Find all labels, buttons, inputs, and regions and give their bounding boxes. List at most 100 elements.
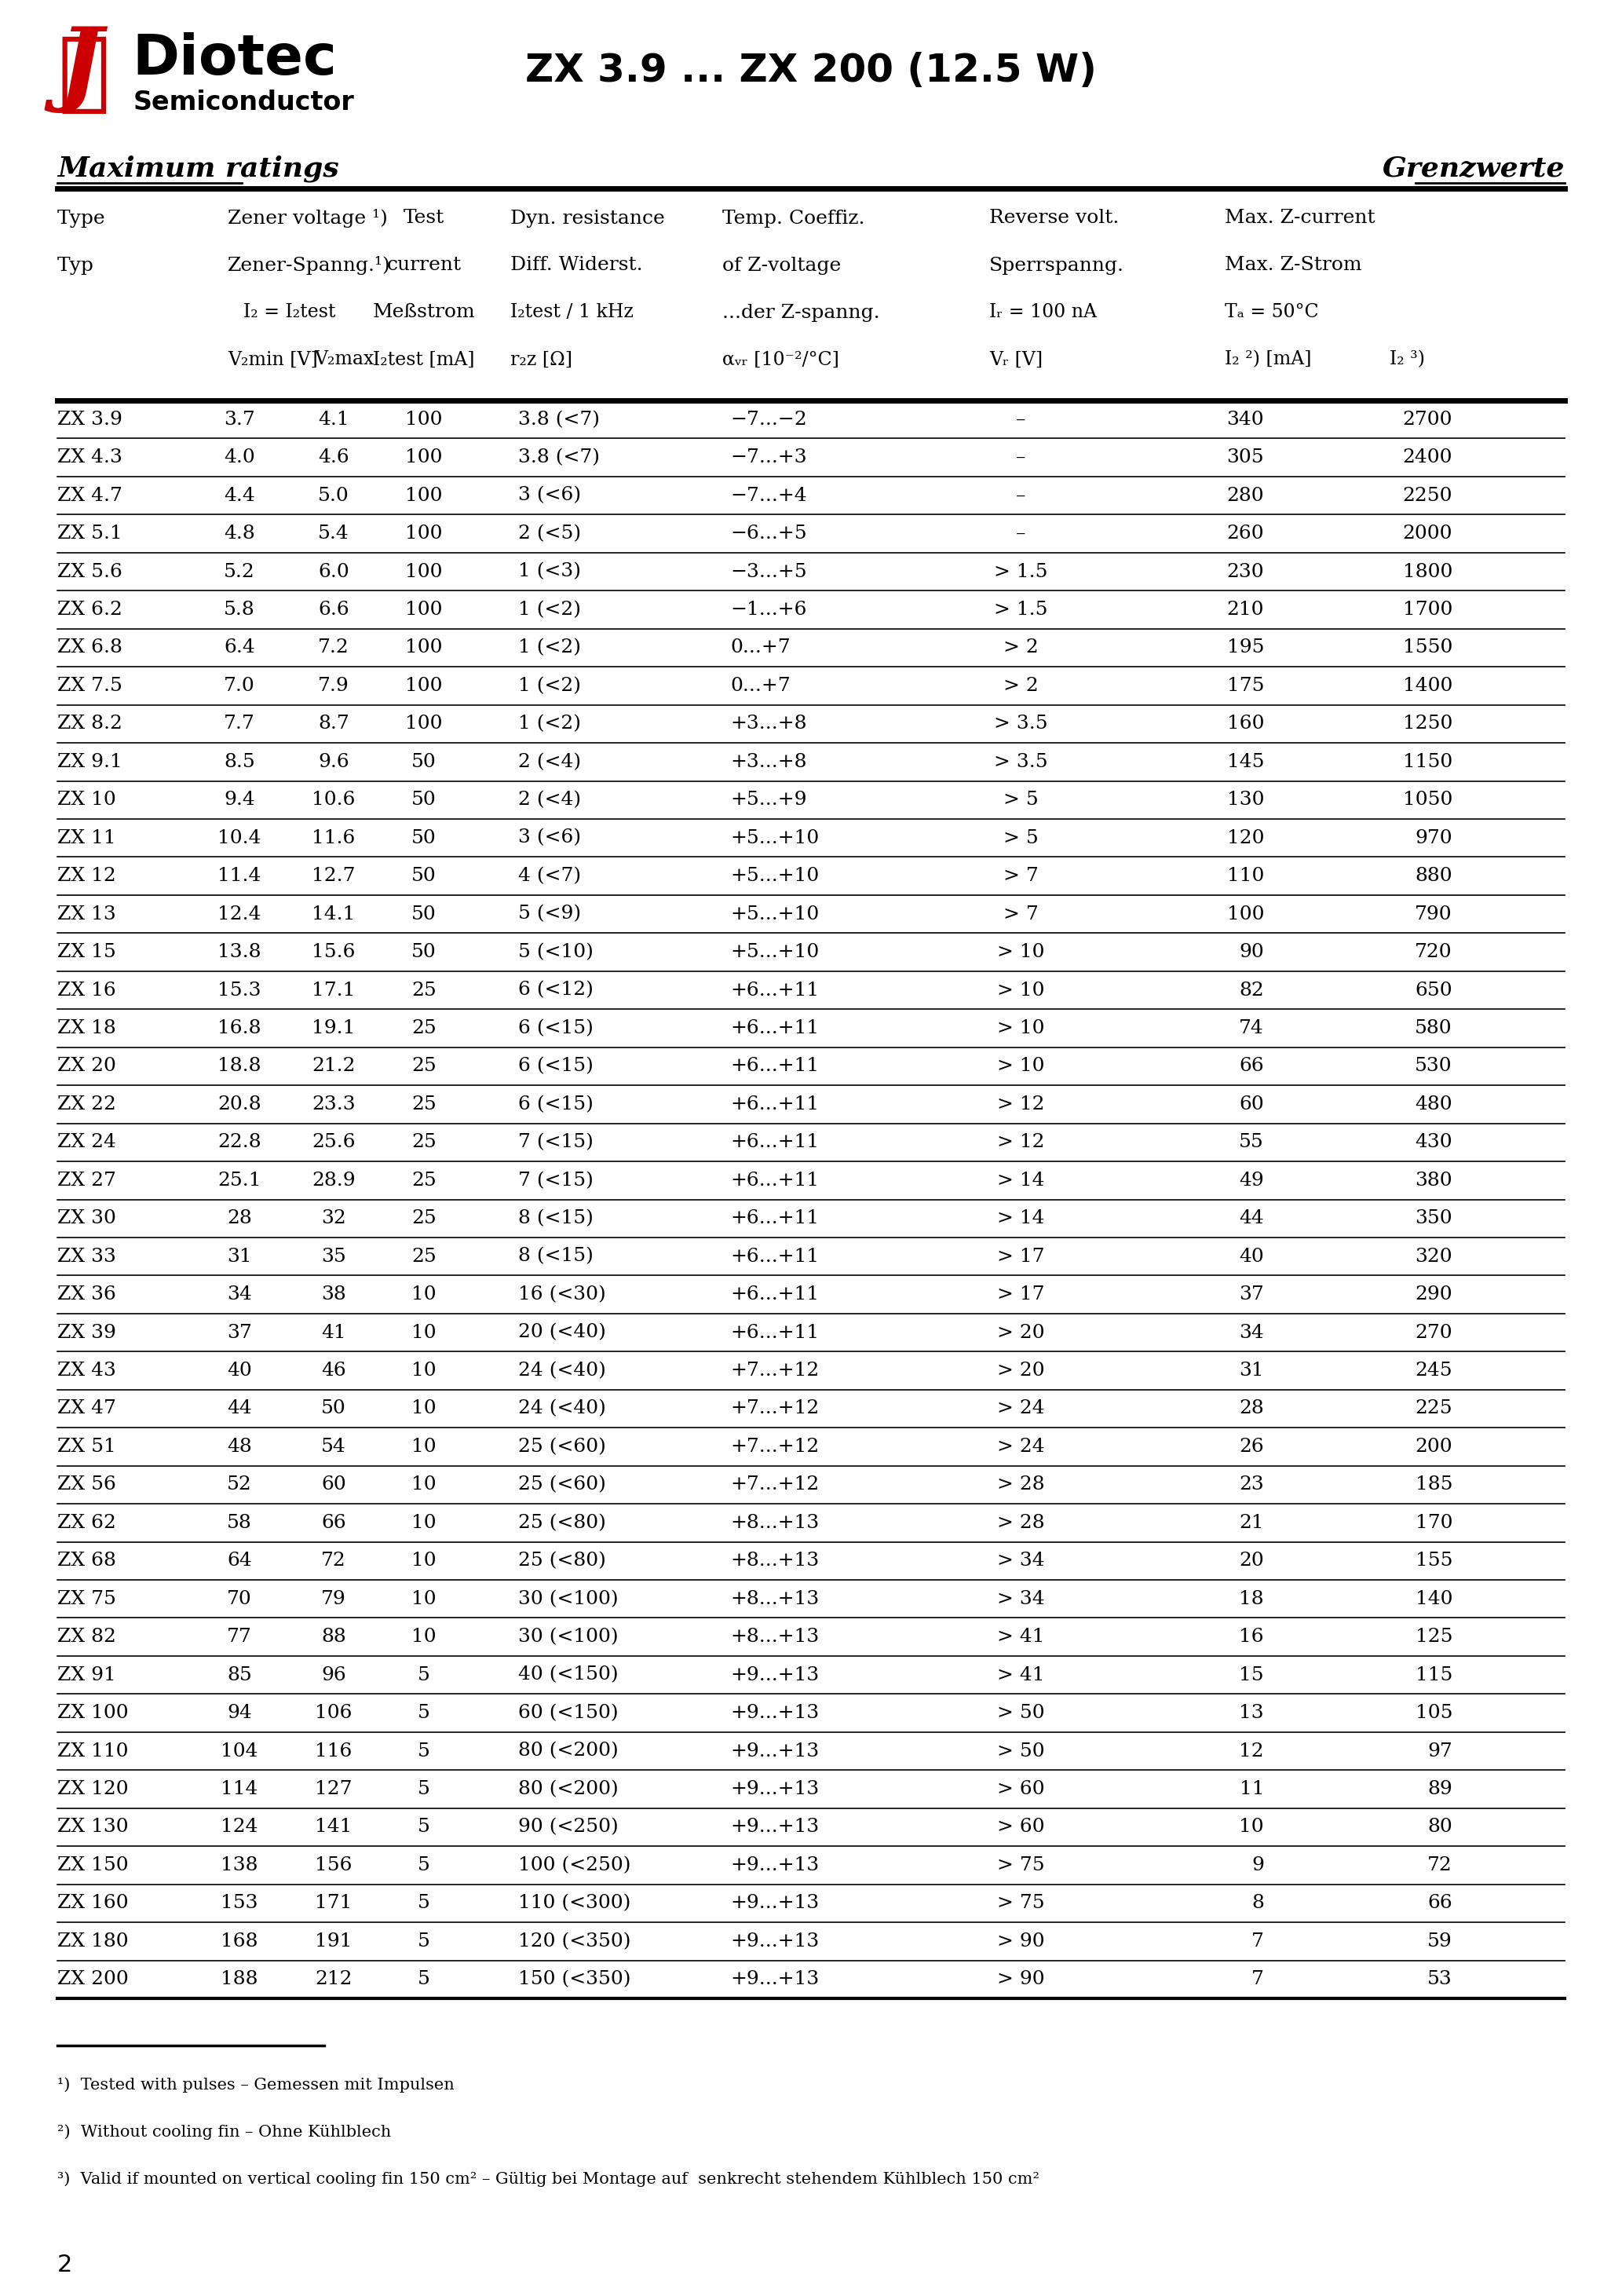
Text: 114: 114 [221, 1779, 258, 1798]
Text: 10: 10 [412, 1552, 436, 1570]
Text: 720: 720 [1414, 944, 1452, 962]
Text: +8...+13: +8...+13 [730, 1552, 819, 1570]
Text: Iᵣ = 100 nA: Iᵣ = 100 nA [989, 303, 1096, 321]
Text: 350: 350 [1414, 1210, 1452, 1228]
Text: 15.3: 15.3 [217, 980, 261, 999]
Text: 46: 46 [321, 1362, 345, 1380]
Text: +6...+11: +6...+11 [730, 1322, 819, 1341]
Text: 50: 50 [412, 868, 436, 884]
Text: Semiconductor: Semiconductor [133, 90, 355, 115]
Text: ZX 30: ZX 30 [57, 1210, 117, 1228]
Text: 3.8 (<7): 3.8 (<7) [517, 411, 600, 429]
Text: 16: 16 [1239, 1628, 1264, 1646]
Text: ZX 5.1: ZX 5.1 [57, 523, 122, 542]
Text: 5: 5 [418, 1704, 430, 1722]
Text: Meßstrom: Meßstrom [373, 303, 475, 321]
Text: 100: 100 [406, 523, 443, 542]
Text: ZX 43: ZX 43 [57, 1362, 117, 1380]
Text: ZX 160: ZX 160 [57, 1894, 128, 1913]
Text: 5: 5 [418, 1855, 430, 1874]
Text: +9...+13: +9...+13 [730, 1933, 819, 1949]
Text: Maximum ratings: Maximum ratings [57, 156, 339, 181]
Text: 14.1: 14.1 [311, 905, 355, 923]
Text: 24 (<40): 24 (<40) [517, 1362, 607, 1380]
Text: 7 (<15): 7 (<15) [517, 1134, 594, 1150]
Text: 175: 175 [1226, 677, 1264, 696]
Text: 1400: 1400 [1403, 677, 1452, 696]
Text: 21: 21 [1239, 1513, 1264, 1531]
Text: 3 (<6): 3 (<6) [517, 829, 581, 847]
Text: 44: 44 [227, 1401, 251, 1417]
Text: 70: 70 [227, 1589, 251, 1607]
Text: 245: 245 [1414, 1362, 1452, 1380]
Text: 10: 10 [412, 1362, 436, 1380]
Text: +9...+13: +9...+13 [730, 1818, 819, 1837]
Text: ZX 4.7: ZX 4.7 [57, 487, 122, 505]
Text: 23: 23 [1239, 1476, 1264, 1495]
Text: 2: 2 [57, 2255, 73, 2275]
Text: 25: 25 [412, 1210, 436, 1228]
Text: 25: 25 [412, 1095, 436, 1114]
Text: ZX 130: ZX 130 [57, 1818, 128, 1837]
Text: 10.6: 10.6 [311, 790, 355, 808]
Text: 7.0: 7.0 [224, 677, 255, 696]
Text: 290: 290 [1414, 1286, 1452, 1304]
Text: 100: 100 [406, 411, 443, 429]
Text: 141: 141 [315, 1818, 352, 1837]
Text: 25: 25 [412, 1056, 436, 1075]
Text: > 34: > 34 [998, 1589, 1045, 1607]
Text: +6...+11: +6...+11 [730, 980, 819, 999]
Text: I₂ ³): I₂ ³) [1390, 351, 1426, 370]
Text: Max. Z-Strom: Max. Z-Strom [1225, 257, 1362, 276]
Text: 74: 74 [1239, 1019, 1264, 1038]
Text: 50: 50 [412, 905, 436, 923]
Text: 80 (<200): 80 (<200) [517, 1779, 618, 1798]
Text: 188: 188 [221, 1970, 258, 1988]
Text: 1700: 1700 [1403, 602, 1452, 618]
Text: 15: 15 [1239, 1667, 1264, 1683]
Text: > 7: > 7 [1002, 868, 1038, 884]
Text: ZX 7.5: ZX 7.5 [57, 677, 122, 696]
Text: ¹)  Tested with pulses – Gemessen mit Impulsen: ¹) Tested with pulses – Gemessen mit Imp… [57, 2078, 454, 2092]
Text: +8...+13: +8...+13 [730, 1513, 819, 1531]
Text: 5 (<9): 5 (<9) [517, 905, 581, 923]
Text: 90: 90 [1239, 944, 1264, 962]
Text: 6.4: 6.4 [224, 638, 255, 657]
Text: Temp. Coeffiz.: Temp. Coeffiz. [722, 209, 865, 227]
Text: +6...+11: +6...+11 [730, 1247, 819, 1265]
Text: Test: Test [404, 209, 444, 227]
Text: Dyn. resistance: Dyn. resistance [511, 209, 665, 227]
Text: V₂min [V]: V₂min [V] [227, 351, 318, 370]
Text: 880: 880 [1414, 868, 1452, 884]
Text: 230: 230 [1226, 563, 1264, 581]
Text: 40: 40 [227, 1362, 251, 1380]
Text: 115: 115 [1416, 1667, 1452, 1683]
Text: ZX 8.2: ZX 8.2 [57, 714, 122, 732]
Text: 88: 88 [321, 1628, 345, 1646]
Text: current: current [386, 257, 461, 276]
Text: 225: 225 [1414, 1401, 1452, 1417]
Text: 153: 153 [221, 1894, 258, 1913]
Text: V₂max: V₂max [315, 351, 375, 370]
Text: 4.4: 4.4 [224, 487, 255, 505]
Text: > 50: > 50 [998, 1704, 1045, 1722]
Text: 77: 77 [227, 1628, 251, 1646]
Text: 8.7: 8.7 [318, 714, 349, 732]
Text: 66: 66 [1239, 1056, 1264, 1075]
Text: > 41: > 41 [998, 1628, 1045, 1646]
Text: 4.6: 4.6 [318, 448, 349, 466]
Text: 97: 97 [1427, 1743, 1452, 1761]
Text: > 90: > 90 [998, 1933, 1045, 1949]
Text: 650: 650 [1414, 980, 1452, 999]
Text: 80 (<200): 80 (<200) [517, 1743, 618, 1761]
Text: 100: 100 [1226, 905, 1264, 923]
Text: 15.6: 15.6 [311, 944, 355, 962]
Text: 1250: 1250 [1403, 714, 1452, 732]
Text: 25: 25 [412, 1247, 436, 1265]
Text: ZX 56: ZX 56 [57, 1476, 117, 1495]
Text: 5: 5 [418, 1894, 430, 1913]
Text: 31: 31 [1239, 1362, 1264, 1380]
Text: 13.8: 13.8 [217, 944, 261, 962]
Text: 2400: 2400 [1403, 448, 1452, 466]
Text: 60: 60 [321, 1476, 345, 1495]
